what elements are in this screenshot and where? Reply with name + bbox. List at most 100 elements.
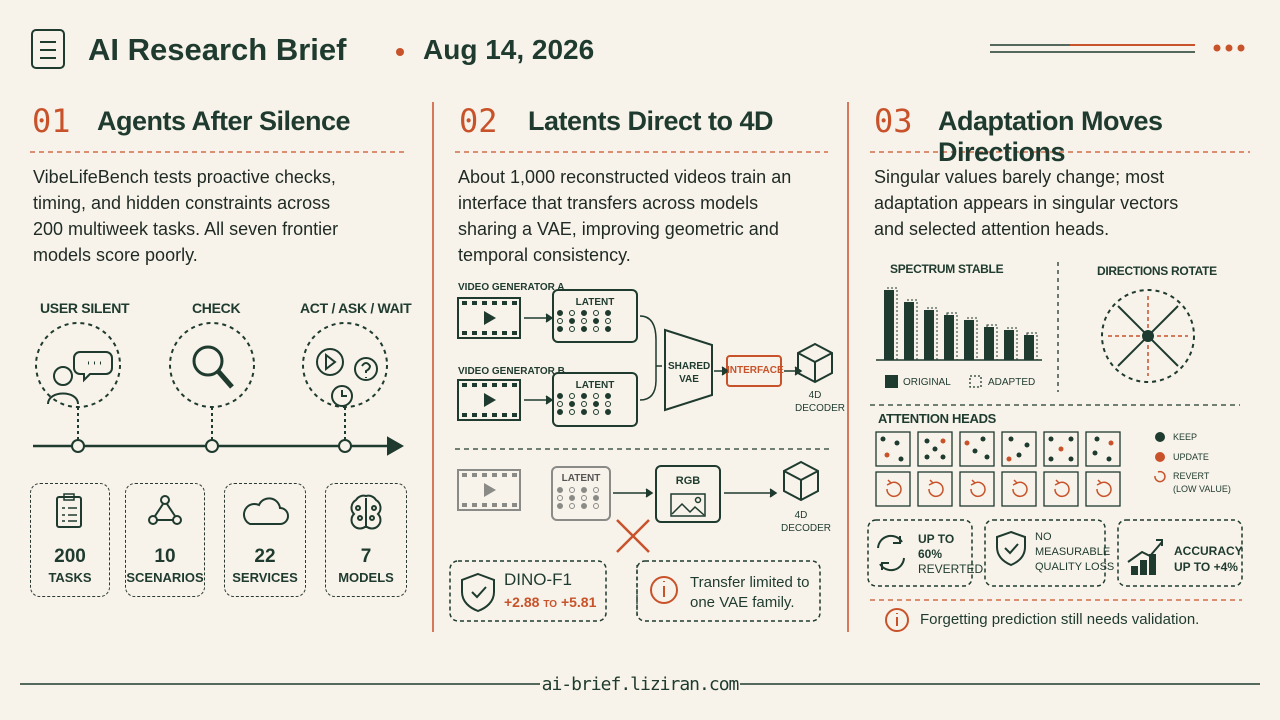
latent-dot: [569, 310, 575, 316]
original-bar: [1024, 335, 1034, 360]
film-hole: [482, 413, 487, 417]
latent-dot: [581, 503, 587, 509]
grid-title: ATTENTION HEADS: [878, 411, 997, 426]
film-hole: [492, 473, 497, 477]
film-hole: [492, 383, 497, 387]
footer: ai-brief.liziran.com: [541, 674, 740, 695]
film-hole: [472, 331, 477, 335]
chart-title: SPECTRUM STABLE: [890, 262, 1004, 276]
film-frame: [457, 379, 521, 421]
header-rule: [990, 44, 1195, 53]
film-hole: [462, 473, 467, 477]
head-dot: [1068, 436, 1074, 442]
legend-label: ADAPTED: [988, 377, 1036, 388]
film-hole: [512, 413, 517, 417]
section-number: 02: [459, 102, 498, 140]
latent-dot: [581, 495, 587, 501]
stat-icons: [877, 530, 1163, 575]
rotation-icon: [1101, 289, 1195, 383]
revert-icon: [886, 481, 902, 498]
stat-line: NO: [1035, 531, 1052, 543]
title: AI Research Brief: [88, 32, 347, 67]
section-title: Latents Direct to 4D: [528, 106, 774, 136]
stat-line: 60%: [918, 547, 943, 561]
head-dot: [1008, 436, 1014, 442]
latent-dot: [581, 310, 587, 316]
stat-value: 7: [360, 546, 372, 567]
latent-dot: [593, 409, 599, 415]
rgb-box: [655, 465, 721, 523]
diagram-label: VIDEO GENERATOR B: [458, 366, 565, 377]
head-cell: [1043, 471, 1079, 507]
latent-dot: [605, 318, 611, 324]
film-hole: [472, 473, 477, 477]
head-dot: [924, 454, 930, 460]
revert-icon: [1054, 481, 1070, 498]
latent-dot: [605, 326, 611, 332]
arrows: [524, 313, 803, 498]
latent-dot: [605, 310, 611, 316]
film-hole: [482, 383, 487, 387]
stat-line: QUALITY LOSS: [1035, 561, 1115, 573]
chart-title: DIRECTIONS ROTATE: [1097, 264, 1217, 278]
stat-label: SERVICES: [232, 570, 298, 585]
latent-dot: [557, 503, 563, 509]
latent-dot: [557, 495, 563, 501]
timeline-nodes: [71, 439, 352, 453]
head-dot: [1048, 456, 1054, 462]
cube-icon: [783, 460, 819, 502]
act-icon: [316, 348, 378, 407]
revert-icon: [1096, 481, 1112, 498]
film-hole: [512, 473, 517, 477]
head-dot: [898, 456, 904, 462]
head-dot: [964, 440, 970, 446]
film-hole: [502, 331, 507, 335]
update-dot: [1155, 452, 1165, 462]
film-hole: [512, 383, 517, 387]
latent-dot: [605, 409, 611, 415]
head-cell: [1085, 471, 1121, 507]
head-dot: [1068, 456, 1074, 462]
head-cell: [1001, 471, 1037, 507]
latent-dot: [593, 401, 599, 407]
head-dot: [924, 438, 930, 444]
head-dot: [880, 436, 886, 442]
diagram-label: 4D DECODER: [795, 390, 846, 414]
latent-dot: [557, 401, 563, 407]
latent-dot: [581, 401, 587, 407]
film-frame: [457, 297, 521, 339]
head-cell: [959, 471, 995, 507]
stat-card: 22 SERVICES: [224, 483, 306, 597]
stat-card: 7 MODELS: [325, 483, 407, 597]
film-hole: [472, 301, 477, 305]
film-icons: [457, 297, 521, 511]
diagram-label: SHARED VAE: [668, 361, 711, 385]
legend-label: (LOW VALUE): [1173, 484, 1231, 494]
head-dot: [972, 448, 978, 454]
timeline-label: CHECK: [192, 300, 241, 316]
vae-shape: [664, 328, 713, 412]
silent-icon: [47, 351, 113, 405]
head-dot: [1016, 452, 1022, 458]
legend-swatch: [969, 375, 982, 388]
legend-label: UPDATE: [1173, 452, 1209, 462]
latent-box: [552, 372, 638, 427]
head-cell: [875, 471, 911, 507]
latent-dot: [581, 487, 587, 493]
diagram-label: LATENT: [575, 380, 615, 391]
section-body: About 1,000 reconstructed videos train a…: [458, 167, 792, 265]
check-icon: [192, 345, 234, 389]
film-hole: [512, 503, 517, 507]
head-dot: [1092, 450, 1098, 456]
section-body: VibeLifeBench tests proactive checks, ti…: [33, 167, 339, 265]
film-hole: [462, 413, 467, 417]
info-icon: [650, 576, 678, 604]
diagram-label: RGB: [675, 475, 701, 487]
film-hole: [482, 503, 487, 507]
latent-dot: [593, 495, 599, 501]
revert-arrow: [886, 479, 893, 486]
latent-dot: [557, 487, 563, 493]
metric-sep: to: [543, 599, 558, 610]
original-bar: [904, 302, 914, 360]
